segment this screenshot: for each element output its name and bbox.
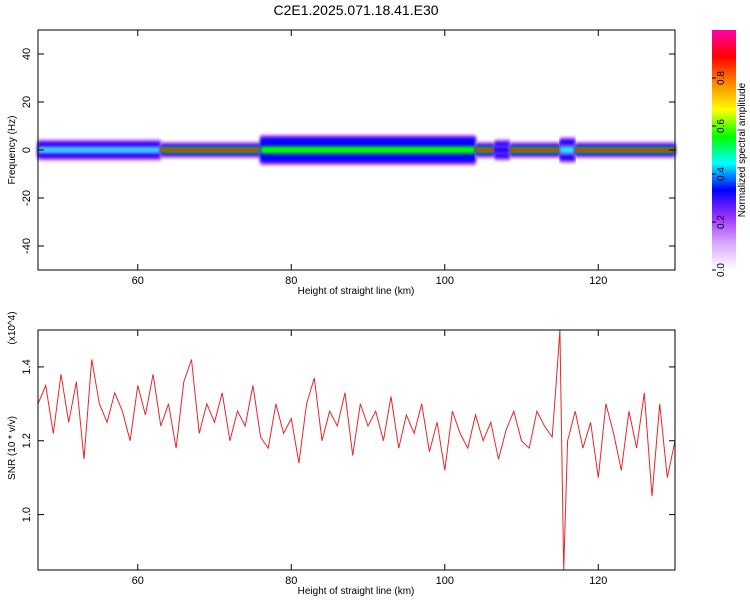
colorbar: 0.0 0.2 0.4 0.6 0.8 Normalized spectral ampl… — [712, 30, 748, 277]
top-y-ticks: 40 20 0 -20 -40 — [21, 48, 675, 254]
snr-panel: 60 80 100 120 1.0 1.2 1.4 Height of straight … — [7, 311, 676, 597]
x-tick-label: 60 — [132, 575, 144, 587]
y-tick-label: 0 — [21, 147, 33, 153]
spectrogram-panel: 60 80 100 120 40 20 0 -20 -40 Height of straigh… — [7, 29, 676, 297]
figure-title: C2E1.2025.071.18.41.E30 — [273, 2, 438, 18]
x-tick-label: 120 — [589, 275, 607, 287]
x-tick-label: 100 — [436, 575, 454, 587]
snr-frame — [37, 329, 676, 571]
top-x-ticks: 60 80 100 120 — [132, 30, 607, 287]
bottom-x-ticks: 60 80 100 120 — [132, 330, 607, 587]
y-tick-label: 1.2 — [21, 433, 33, 448]
y-tick-label: 20 — [21, 96, 33, 108]
top-x-axis-label: Height of straight line (km) — [298, 286, 415, 297]
colorbar-tick-label: 0.2 — [716, 215, 727, 229]
spectrogram-segment — [559, 147, 576, 153]
x-tick-label: 120 — [589, 575, 607, 587]
colorbar-gradient — [712, 30, 736, 270]
top-y-axis-label: Frequency (Hz) — [7, 116, 18, 185]
spectrogram-segment — [475, 148, 495, 152]
y-tick-label: -40 — [21, 238, 33, 254]
colorbar-tick-label: 0.6 — [716, 119, 727, 133]
snr-series-line — [37, 329, 676, 571]
spectrogram-segment — [38, 147, 161, 153]
spectrogram-segment — [160, 148, 261, 152]
y-tick-label: -20 — [21, 190, 33, 206]
colorbar-ticks: 0.0 0.2 0.4 0.6 0.8 — [712, 71, 727, 277]
x-tick-label: 80 — [285, 575, 297, 587]
bottom-x-axis-label: Height of straight line (km) — [298, 586, 415, 597]
bottom-y-axis-label: SNR (10 * v/v) — [7, 416, 18, 480]
spectrogram-band — [38, 134, 675, 166]
x-tick-label: 100 — [436, 275, 454, 287]
x-tick-label: 60 — [132, 275, 144, 287]
colorbar-tick-label: 0.4 — [716, 167, 727, 181]
y-tick-label: 40 — [21, 48, 33, 60]
spectrogram-segment — [509, 148, 560, 152]
y-multiplier-label: (x10^4) — [7, 311, 18, 344]
x-tick-label: 80 — [285, 275, 297, 287]
spectrogram-segment — [260, 146, 476, 154]
colorbar-label: Normalized spectral amplitude — [737, 82, 748, 217]
bottom-y-ticks: 1.0 1.2 1.4 — [21, 359, 675, 522]
y-tick-label: 1.0 — [21, 507, 33, 522]
y-tick-label: 1.4 — [21, 359, 33, 374]
spectrogram-segment — [575, 148, 675, 152]
colorbar-tick-label: 0.0 — [716, 263, 727, 277]
colorbar-tick-label: 0.8 — [716, 71, 727, 85]
spectrogram-segment — [494, 147, 510, 153]
